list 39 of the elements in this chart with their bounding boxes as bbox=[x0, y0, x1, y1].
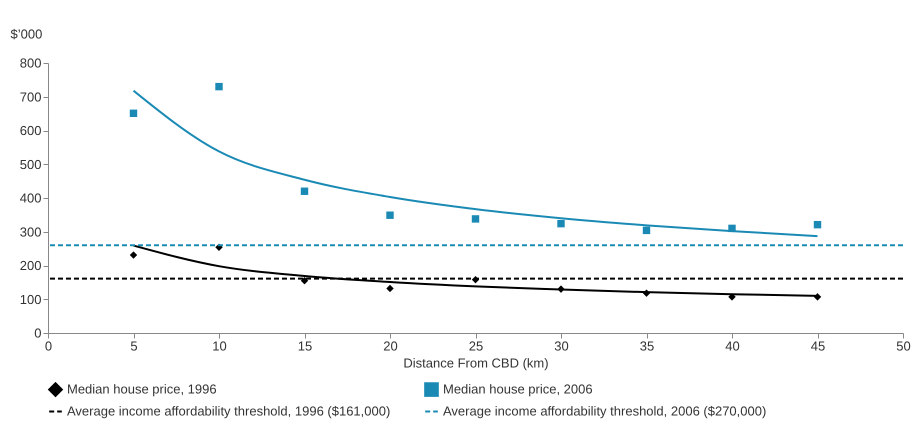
point bbox=[386, 284, 394, 292]
point bbox=[215, 82, 223, 90]
legend-label: Average income affordability threshold, 2006 ($270,000) bbox=[443, 404, 766, 418]
x-tick-label: 40 bbox=[725, 338, 740, 354]
y-tick-label: 700 bbox=[20, 89, 42, 104]
x-tick-label: 30 bbox=[554, 338, 569, 354]
x-tick-label: 20 bbox=[383, 338, 398, 354]
y-tick-label: 600 bbox=[20, 123, 42, 138]
y-axis-title: $’000 bbox=[10, 26, 42, 42]
x-tick-label: 15 bbox=[298, 338, 312, 354]
x-tick-label: 0 bbox=[44, 338, 52, 354]
point bbox=[130, 251, 138, 259]
point bbox=[557, 220, 565, 228]
y-tick-label: 100 bbox=[20, 292, 42, 307]
x-axis-title: Distance From CBD (km) bbox=[403, 356, 549, 370]
x-tick-label: 35 bbox=[640, 338, 654, 354]
point bbox=[300, 276, 308, 284]
legend-label: Average income affordability threshold, 1996 ($161,000) bbox=[67, 404, 390, 418]
y-tick-label: 400 bbox=[20, 190, 42, 206]
point bbox=[300, 188, 308, 195]
y-tick-label: 800 bbox=[20, 56, 42, 70]
x-tick-label: 10 bbox=[212, 338, 227, 354]
legend-label: Median house price, 1996 bbox=[67, 382, 217, 397]
y-tick-label: 200 bbox=[20, 258, 42, 273]
point bbox=[472, 215, 480, 223]
point bbox=[130, 110, 138, 117]
x-tick-label: 50 bbox=[896, 338, 911, 354]
point bbox=[728, 293, 736, 301]
legend-label: Median house price, 2006 bbox=[443, 382, 593, 397]
x-tick-label: 25 bbox=[468, 338, 484, 354]
point bbox=[642, 226, 650, 234]
line-series bbox=[132, 90, 818, 238]
x-tick-label: 5 bbox=[130, 338, 138, 354]
y-tick-label: 0 bbox=[34, 326, 42, 340]
y-tick-label: 500 bbox=[20, 156, 42, 172]
x-tick-label: 45 bbox=[810, 338, 826, 354]
y-tick-label: 300 bbox=[20, 224, 42, 240]
point bbox=[814, 220, 822, 228]
point bbox=[386, 212, 394, 219]
